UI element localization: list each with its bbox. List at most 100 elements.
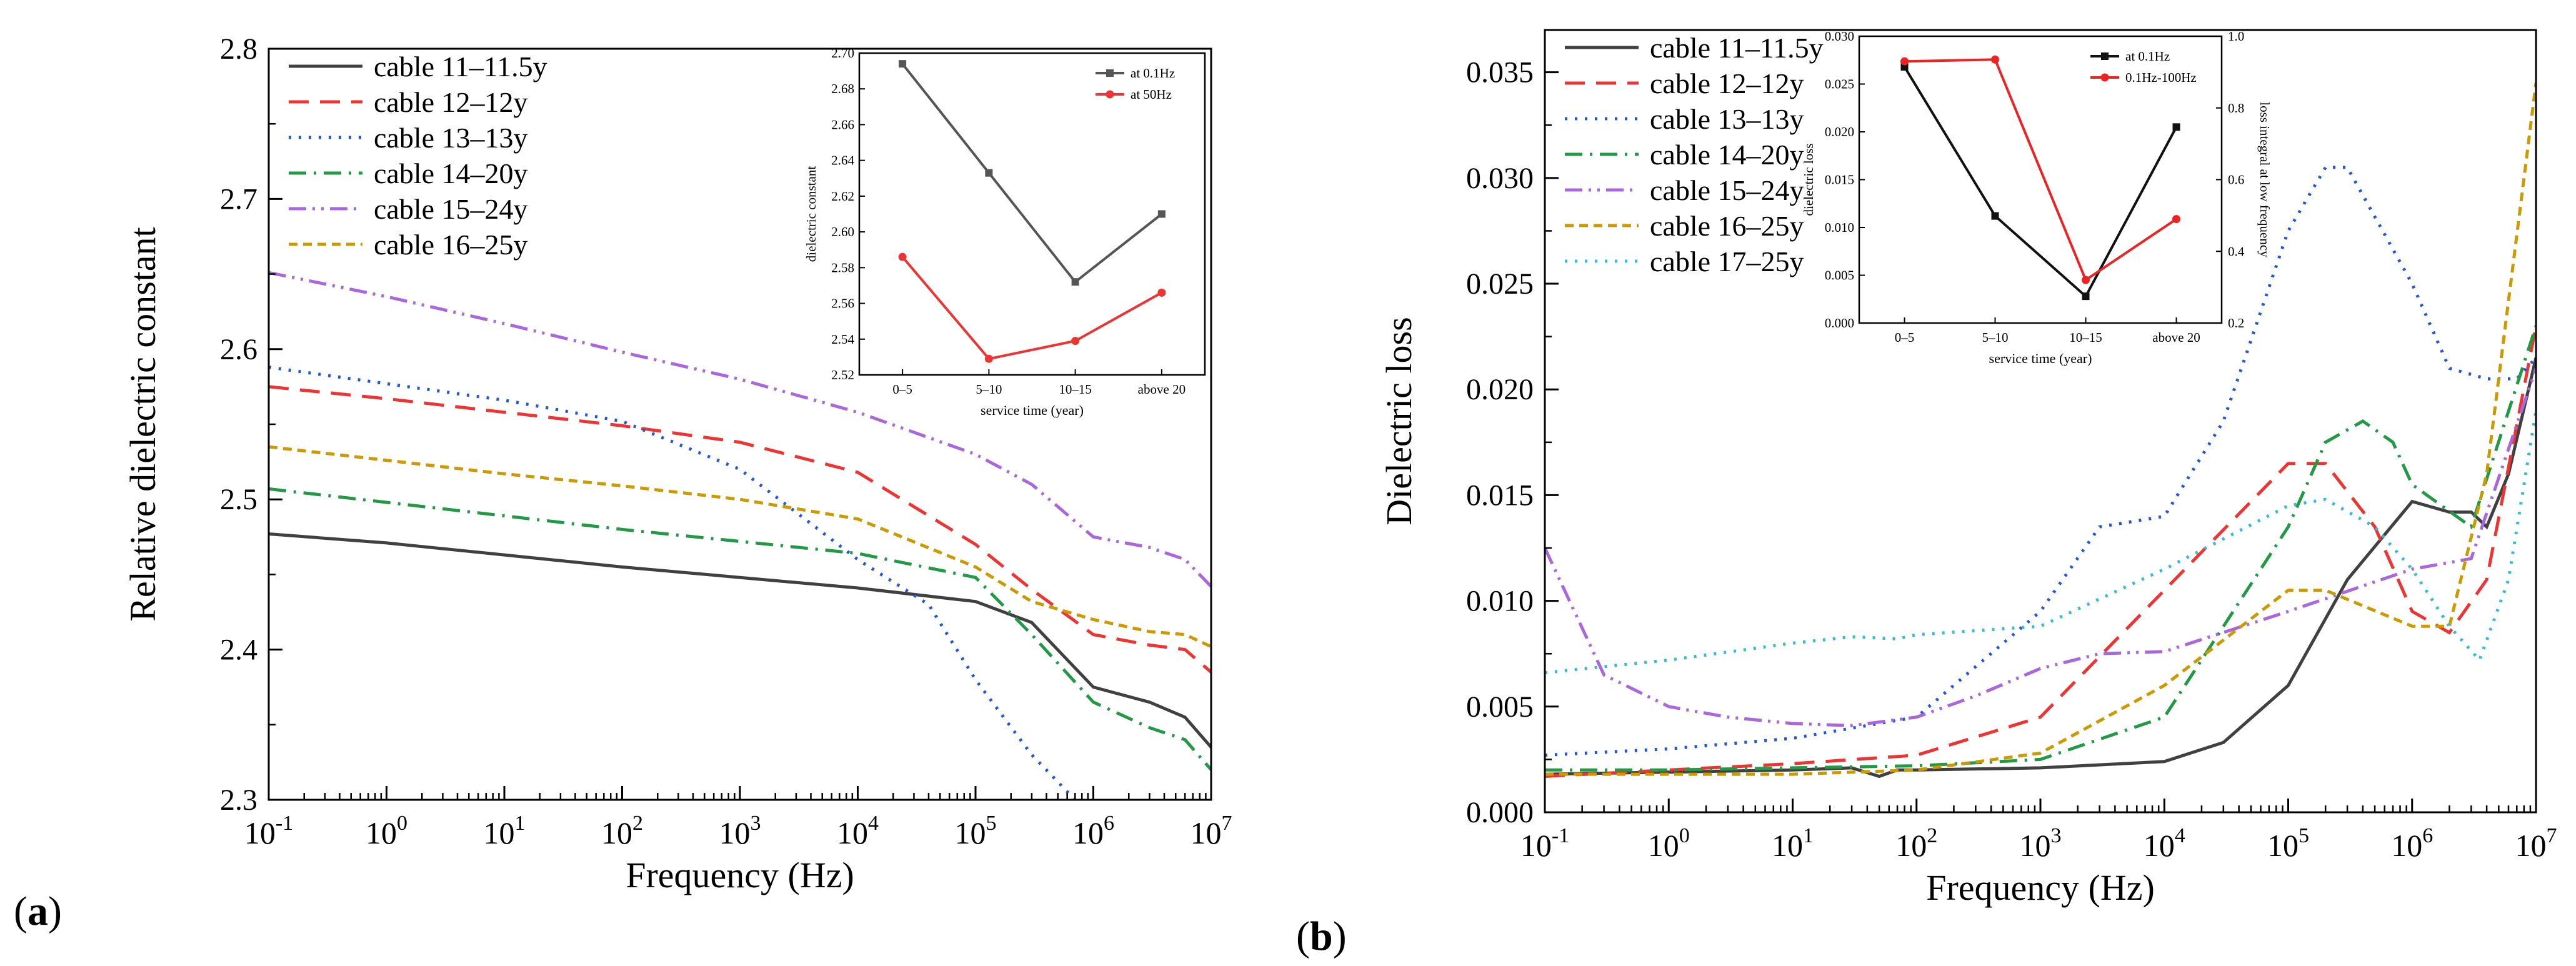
inset-legend-label-2: at 50Hz <box>1131 87 1172 102</box>
x-tick-exponent: 6 <box>2422 824 2433 847</box>
inset-y-tick-label: 2.56 <box>831 296 854 311</box>
x-tick-exponent: 0 <box>1679 824 1690 847</box>
inset-y-axis-title: dielectric constant <box>804 166 819 262</box>
legend-label-6: cable 16–25y <box>374 229 528 261</box>
inset-x-tick-label: above 20 <box>1138 382 1186 397</box>
x-tick-exponent: 4 <box>868 812 879 835</box>
inset-x-tick-label: above 20 <box>2152 330 2200 345</box>
inset-marker-square <box>1900 62 1909 71</box>
inset-marker-circle <box>1991 55 1999 64</box>
series-line-6 <box>269 445 1211 649</box>
inset-y-tick-label: 0.025 <box>1825 77 1854 92</box>
inset-y-tick-label: 2.68 <box>831 81 854 96</box>
y-tick-label: 0.030 <box>1466 162 1534 195</box>
x-tick-exponent: 7 <box>2547 824 2557 847</box>
legend-label-3: cable 13–13y <box>374 122 528 154</box>
legend-label-5: cable 15–24y <box>1650 174 1804 206</box>
inset-y-tick-label: 0.010 <box>1825 220 1854 235</box>
x-tick-label: 100 <box>1648 824 1690 863</box>
x-tick-label: 102 <box>601 812 643 850</box>
inset-marker-circle <box>898 252 907 261</box>
x-tick-label: 103 <box>719 812 761 850</box>
series-line-4 <box>269 487 1211 771</box>
x-tick-exponent: 1 <box>515 812 526 835</box>
y-tick-label: 0.025 <box>1466 267 1534 301</box>
legend-label-4: cable 14–20y <box>1650 139 1804 171</box>
inset-y-tick-label: 2.52 <box>831 367 854 382</box>
x-tick-label: 104 <box>837 812 879 850</box>
x-tick-exponent: -1 <box>276 812 293 835</box>
x-tick-exponent: 2 <box>632 812 643 835</box>
inset-y-tick-label: 2.64 <box>831 153 854 168</box>
x-tick-exponent: 7 <box>1222 812 1232 835</box>
inset-y-tick-label: 2.70 <box>831 46 854 61</box>
x-tick-base: 10 <box>1648 828 1679 863</box>
inset-y2-tick-label: 0.4 <box>2228 244 2245 259</box>
inset-marker-circle <box>984 354 993 363</box>
inset-legend-marker <box>1106 90 1114 99</box>
inset-y-axis-title: dielectric loss <box>1801 143 1816 216</box>
inset-y2-tick-label: 0.8 <box>2228 101 2244 116</box>
inset-marker-square <box>985 169 993 177</box>
x-tick-base: 10 <box>244 815 276 850</box>
inset-marker-circle <box>2082 276 2090 284</box>
inset-legend-marker <box>2101 52 2109 60</box>
x-tick-exponent: 0 <box>397 812 407 835</box>
y-tick-label: 0.020 <box>1466 373 1534 406</box>
inset-series-line-1 <box>901 62 1163 284</box>
x-tick-base: 10 <box>719 815 751 850</box>
series-line-5 <box>1545 367 2536 727</box>
x-tick-base: 10 <box>1191 815 1222 850</box>
inset-series-line-1 <box>1903 66 2178 299</box>
x-tick-base: 10 <box>1072 815 1104 850</box>
inset-marker-square <box>1071 278 1079 286</box>
b-inset-chart: 0.000 0.005 0.010 0.015 0.020 0.025 0.030 0.2 0.… <box>1801 29 2272 366</box>
inset-x-axis-title: service time (year) <box>1989 351 2092 366</box>
inset-marker-circle <box>1157 288 1166 297</box>
legend-label-2: cable 12–12y <box>374 86 528 118</box>
x-tick-label: 107 <box>2515 824 2557 863</box>
inset-frame <box>1858 35 2223 324</box>
b-main-chart: 10-1 100 101 102 103 104 105 106 1070.0000.0050.… <box>1379 29 2557 908</box>
inset-y-tick-label: 2.62 <box>831 189 854 204</box>
x-tick-exponent: 1 <box>1803 824 1814 847</box>
inset-series-line-2 <box>901 256 1162 361</box>
x-tick-label: 106 <box>2391 824 2433 863</box>
x-tick-exponent: 3 <box>2051 824 2062 847</box>
y-axis: 2.3 2.4 2.5 2.6 2.7 2.8 <box>220 32 282 817</box>
inset-x-tick-label: 0–5 <box>892 382 912 397</box>
inset-y2-tick-label: 0.6 <box>2228 172 2244 187</box>
y-tick-label: 0.015 <box>1466 479 1534 512</box>
x-tick-label: 102 <box>1895 824 1937 863</box>
y-tick-label: 0.035 <box>1466 56 1534 89</box>
x-tick-base: 10 <box>484 815 515 850</box>
inset-legend-label-1: at 0.1Hz <box>1131 66 1175 81</box>
legend-label-7: cable 17–25y <box>1650 246 1804 277</box>
inset-marker-square <box>1157 210 1166 218</box>
inset-marker-square <box>899 60 907 68</box>
x-tick-base: 10 <box>2515 828 2547 863</box>
legend-label-3: cable 13–13y <box>1650 103 1804 135</box>
inset-x-tick-label: 5–10 <box>1982 330 2009 345</box>
y-axis-title: Relative dielectric constant <box>122 227 163 621</box>
legend-label-1: cable 11–11.5y <box>1650 32 1824 64</box>
inset-legend-label-1: at 0.1Hz <box>2125 49 2170 64</box>
inset-legend-marker <box>2100 73 2109 82</box>
y-tick-label: 2.6 <box>220 333 257 366</box>
inset-y2-axis-title: loss integral at low frequency <box>2257 102 2272 257</box>
inset-y-tick-label: 0.000 <box>1825 316 1854 331</box>
series-line-5 <box>269 271 1211 588</box>
y-tick-label: 0.000 <box>1466 796 1534 829</box>
x-tick-base: 10 <box>366 815 397 850</box>
inset-marker-circle <box>2172 215 2180 224</box>
inset-y-tick-label: 2.60 <box>831 224 854 239</box>
x-tick-base: 10 <box>2267 828 2299 863</box>
inset-x-tick-label: 0–5 <box>1895 330 1915 345</box>
x-tick-base: 10 <box>1520 828 1552 863</box>
panel-letter: a <box>27 889 48 934</box>
x-tick-base: 10 <box>1772 828 1803 863</box>
x-tick-label: 104 <box>2144 824 2185 863</box>
legend-label-4: cable 14–20y <box>374 157 528 189</box>
x-axis-title: Frequency (Hz) <box>1926 867 2155 908</box>
